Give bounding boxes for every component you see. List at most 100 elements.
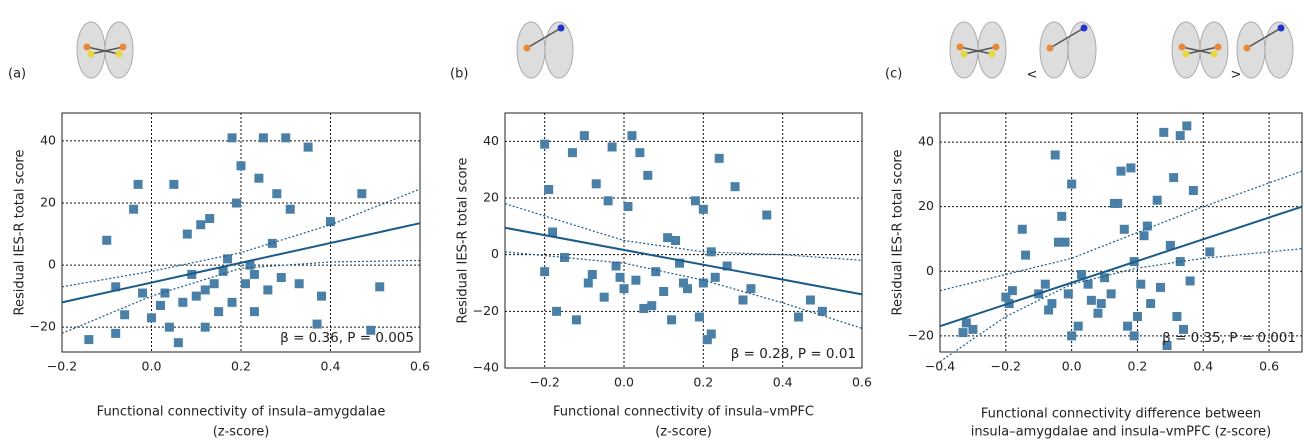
region bbox=[87, 50, 95, 58]
y-tick-label: 40 bbox=[918, 134, 934, 149]
point bbox=[258, 133, 268, 143]
point bbox=[579, 131, 589, 141]
point bbox=[245, 260, 255, 270]
brain-icon bbox=[1171, 21, 1229, 79]
point bbox=[129, 204, 139, 214]
point bbox=[1100, 273, 1110, 283]
point bbox=[651, 267, 661, 277]
point bbox=[817, 306, 827, 316]
region bbox=[988, 50, 996, 58]
region bbox=[557, 24, 565, 32]
point bbox=[1146, 299, 1156, 309]
point bbox=[196, 220, 206, 230]
point bbox=[267, 238, 277, 248]
point bbox=[1136, 279, 1146, 289]
hemisphere bbox=[1067, 21, 1097, 79]
point bbox=[1116, 166, 1126, 176]
point bbox=[375, 282, 385, 292]
point bbox=[1021, 250, 1031, 260]
y-tick-label: 0 bbox=[491, 246, 499, 261]
point bbox=[627, 131, 637, 141]
point bbox=[1017, 224, 1027, 234]
point bbox=[1053, 237, 1063, 247]
point bbox=[111, 328, 121, 338]
point bbox=[643, 170, 653, 180]
point bbox=[1205, 247, 1215, 257]
connection bbox=[90, 46, 124, 55]
point bbox=[102, 235, 112, 245]
point bbox=[1155, 282, 1165, 292]
point bbox=[357, 189, 367, 199]
point bbox=[1060, 237, 1070, 247]
brain-icon bbox=[516, 21, 574, 79]
x-axis-label: (z-score) bbox=[213, 425, 270, 440]
x-tick-label: 0.6 bbox=[852, 375, 872, 390]
hemisphere bbox=[1039, 21, 1069, 79]
y-tick-label: −20 bbox=[908, 327, 934, 342]
point bbox=[249, 269, 259, 279]
y-tick-label: 40 bbox=[40, 132, 56, 147]
point bbox=[1050, 150, 1060, 160]
regression-line bbox=[61, 222, 421, 304]
x-axis-label: insula–amygdalae and insula–vmPFC (z-sco… bbox=[971, 425, 1271, 440]
connection bbox=[1185, 46, 1219, 55]
point bbox=[599, 292, 609, 302]
x-axis-label: Functional connectivity of insula–vmPFC bbox=[553, 405, 814, 420]
point bbox=[240, 279, 250, 289]
point bbox=[615, 272, 625, 282]
brain-icon bbox=[76, 21, 134, 79]
point bbox=[571, 315, 581, 325]
point bbox=[326, 217, 335, 227]
point bbox=[1172, 311, 1182, 321]
point bbox=[1067, 331, 1077, 341]
confidence-band bbox=[939, 170, 1303, 292]
point bbox=[147, 313, 156, 323]
point bbox=[671, 236, 681, 245]
point bbox=[236, 161, 246, 171]
point bbox=[706, 329, 716, 339]
region bbox=[956, 43, 964, 51]
hemisphere bbox=[1264, 21, 1294, 79]
point bbox=[249, 307, 259, 317]
y-tick-label: 0 bbox=[926, 263, 934, 278]
brain-icon bbox=[949, 21, 1007, 79]
point bbox=[205, 214, 215, 224]
point bbox=[191, 291, 201, 301]
point bbox=[1106, 289, 1116, 299]
confidence-band bbox=[61, 188, 421, 288]
region bbox=[1243, 44, 1251, 52]
point bbox=[1007, 286, 1017, 296]
point bbox=[1165, 240, 1175, 250]
x-tick-label: 0.2 bbox=[231, 359, 251, 374]
y-tick-label: −40 bbox=[473, 360, 499, 375]
comparison-symbol: > bbox=[1231, 68, 1242, 83]
point bbox=[540, 139, 550, 149]
connection bbox=[1181, 46, 1215, 55]
point bbox=[548, 227, 558, 237]
annotation: β = 0.36, P = 0.005 bbox=[280, 330, 414, 346]
point bbox=[679, 278, 688, 288]
connection bbox=[1049, 27, 1085, 49]
point bbox=[552, 306, 562, 316]
point bbox=[702, 335, 712, 345]
connection bbox=[526, 27, 562, 49]
point bbox=[694, 312, 704, 322]
point bbox=[1093, 308, 1103, 318]
point bbox=[160, 288, 170, 298]
plot-frame bbox=[504, 112, 863, 369]
region bbox=[1210, 50, 1218, 58]
annotation: β = 0.35, P = 0.001 bbox=[1162, 330, 1296, 346]
point bbox=[1188, 186, 1198, 196]
point bbox=[1057, 211, 1067, 221]
comparison-symbol: < bbox=[1027, 68, 1038, 83]
y-tick-label: −20 bbox=[30, 319, 56, 334]
point bbox=[1073, 321, 1083, 331]
point bbox=[544, 185, 554, 194]
region bbox=[83, 43, 91, 51]
point bbox=[611, 261, 621, 271]
point bbox=[1044, 305, 1054, 315]
point bbox=[272, 189, 282, 199]
point bbox=[133, 179, 143, 189]
point bbox=[1175, 131, 1185, 141]
